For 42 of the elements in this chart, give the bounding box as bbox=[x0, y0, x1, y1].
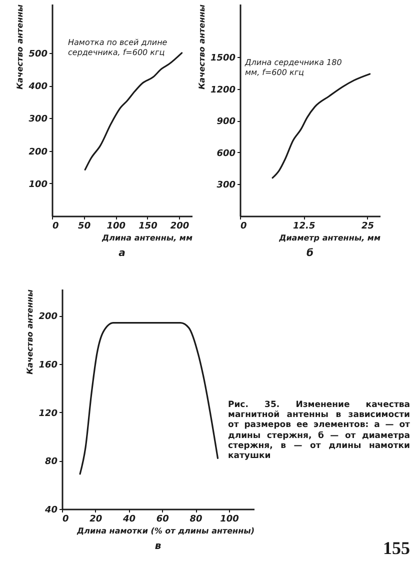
y-tick-label: 300 bbox=[28, 114, 48, 125]
y-tick-label: 1200 bbox=[210, 85, 236, 96]
x-tick-label: 12.5 bbox=[293, 222, 316, 232]
y-tick-label: 600 bbox=[216, 148, 236, 159]
y-axis-title: Качество антенны bbox=[16, 4, 25, 90]
x-tick-label: 0 bbox=[52, 222, 59, 232]
y-tick-label: 400 bbox=[28, 82, 48, 92]
x-tick-label: 0 bbox=[62, 514, 69, 524]
y-axis-title: Качество антенны bbox=[197, 4, 206, 90]
annotation: Рис. 35. Изменение качества магнитной антенны в зависимости от размеров ее элементов: а — от длины стержня, б — от диаметра стержня, в — от длины намотки катушки bbox=[228, 400, 410, 462]
text: б bbox=[306, 248, 314, 259]
y-tick-label: 160 bbox=[38, 360, 58, 370]
x-tick-label: 100 bbox=[106, 222, 126, 232]
text: 155 bbox=[383, 538, 411, 560]
x-tick-label: 200 bbox=[170, 222, 190, 232]
y-tick-label: 500 bbox=[28, 49, 48, 60]
y-tick-label: 1500 bbox=[210, 54, 236, 64]
x-axis-title: Диаметр антенны, мм bbox=[278, 234, 381, 242]
y-tick-label: 100 bbox=[28, 180, 48, 190]
y-tick-label: 80 bbox=[44, 457, 58, 468]
y-tick-label: 300 bbox=[216, 180, 236, 191]
text: в bbox=[154, 541, 162, 552]
y-tick-label: 120 bbox=[38, 408, 58, 419]
text: а bbox=[118, 248, 126, 259]
y-tick-label: 40 bbox=[44, 506, 58, 516]
y-tick-label: 200 bbox=[38, 312, 58, 322]
x-axis-title: Длина намотки (% от длины антенны) bbox=[76, 526, 254, 536]
x-tick-label: 20 bbox=[90, 514, 102, 524]
line-series bbox=[79, 322, 219, 475]
x-axis-title: Длина антенны, мм bbox=[101, 234, 193, 242]
x-tick-label: 60 bbox=[156, 514, 169, 524]
y-tick-label: 900 bbox=[216, 117, 236, 128]
x-tick-label: 0 bbox=[240, 222, 247, 232]
x-tick-label: 80 bbox=[190, 514, 202, 524]
x-tick-label: 150 bbox=[138, 222, 158, 232]
x-tick-label: 25 bbox=[362, 222, 374, 232]
y-tick-label: 200 bbox=[28, 147, 48, 158]
x-tick-label: 50 bbox=[78, 222, 91, 232]
annotation: Длина сердечника 180 мм, f=600 кгц bbox=[245, 58, 343, 78]
annotation: Намотка по всей длине сердечника, f=600 кгц bbox=[68, 38, 168, 58]
x-tick-label: 40 bbox=[122, 514, 136, 524]
y-axis-title: Качество антенны bbox=[26, 288, 35, 374]
